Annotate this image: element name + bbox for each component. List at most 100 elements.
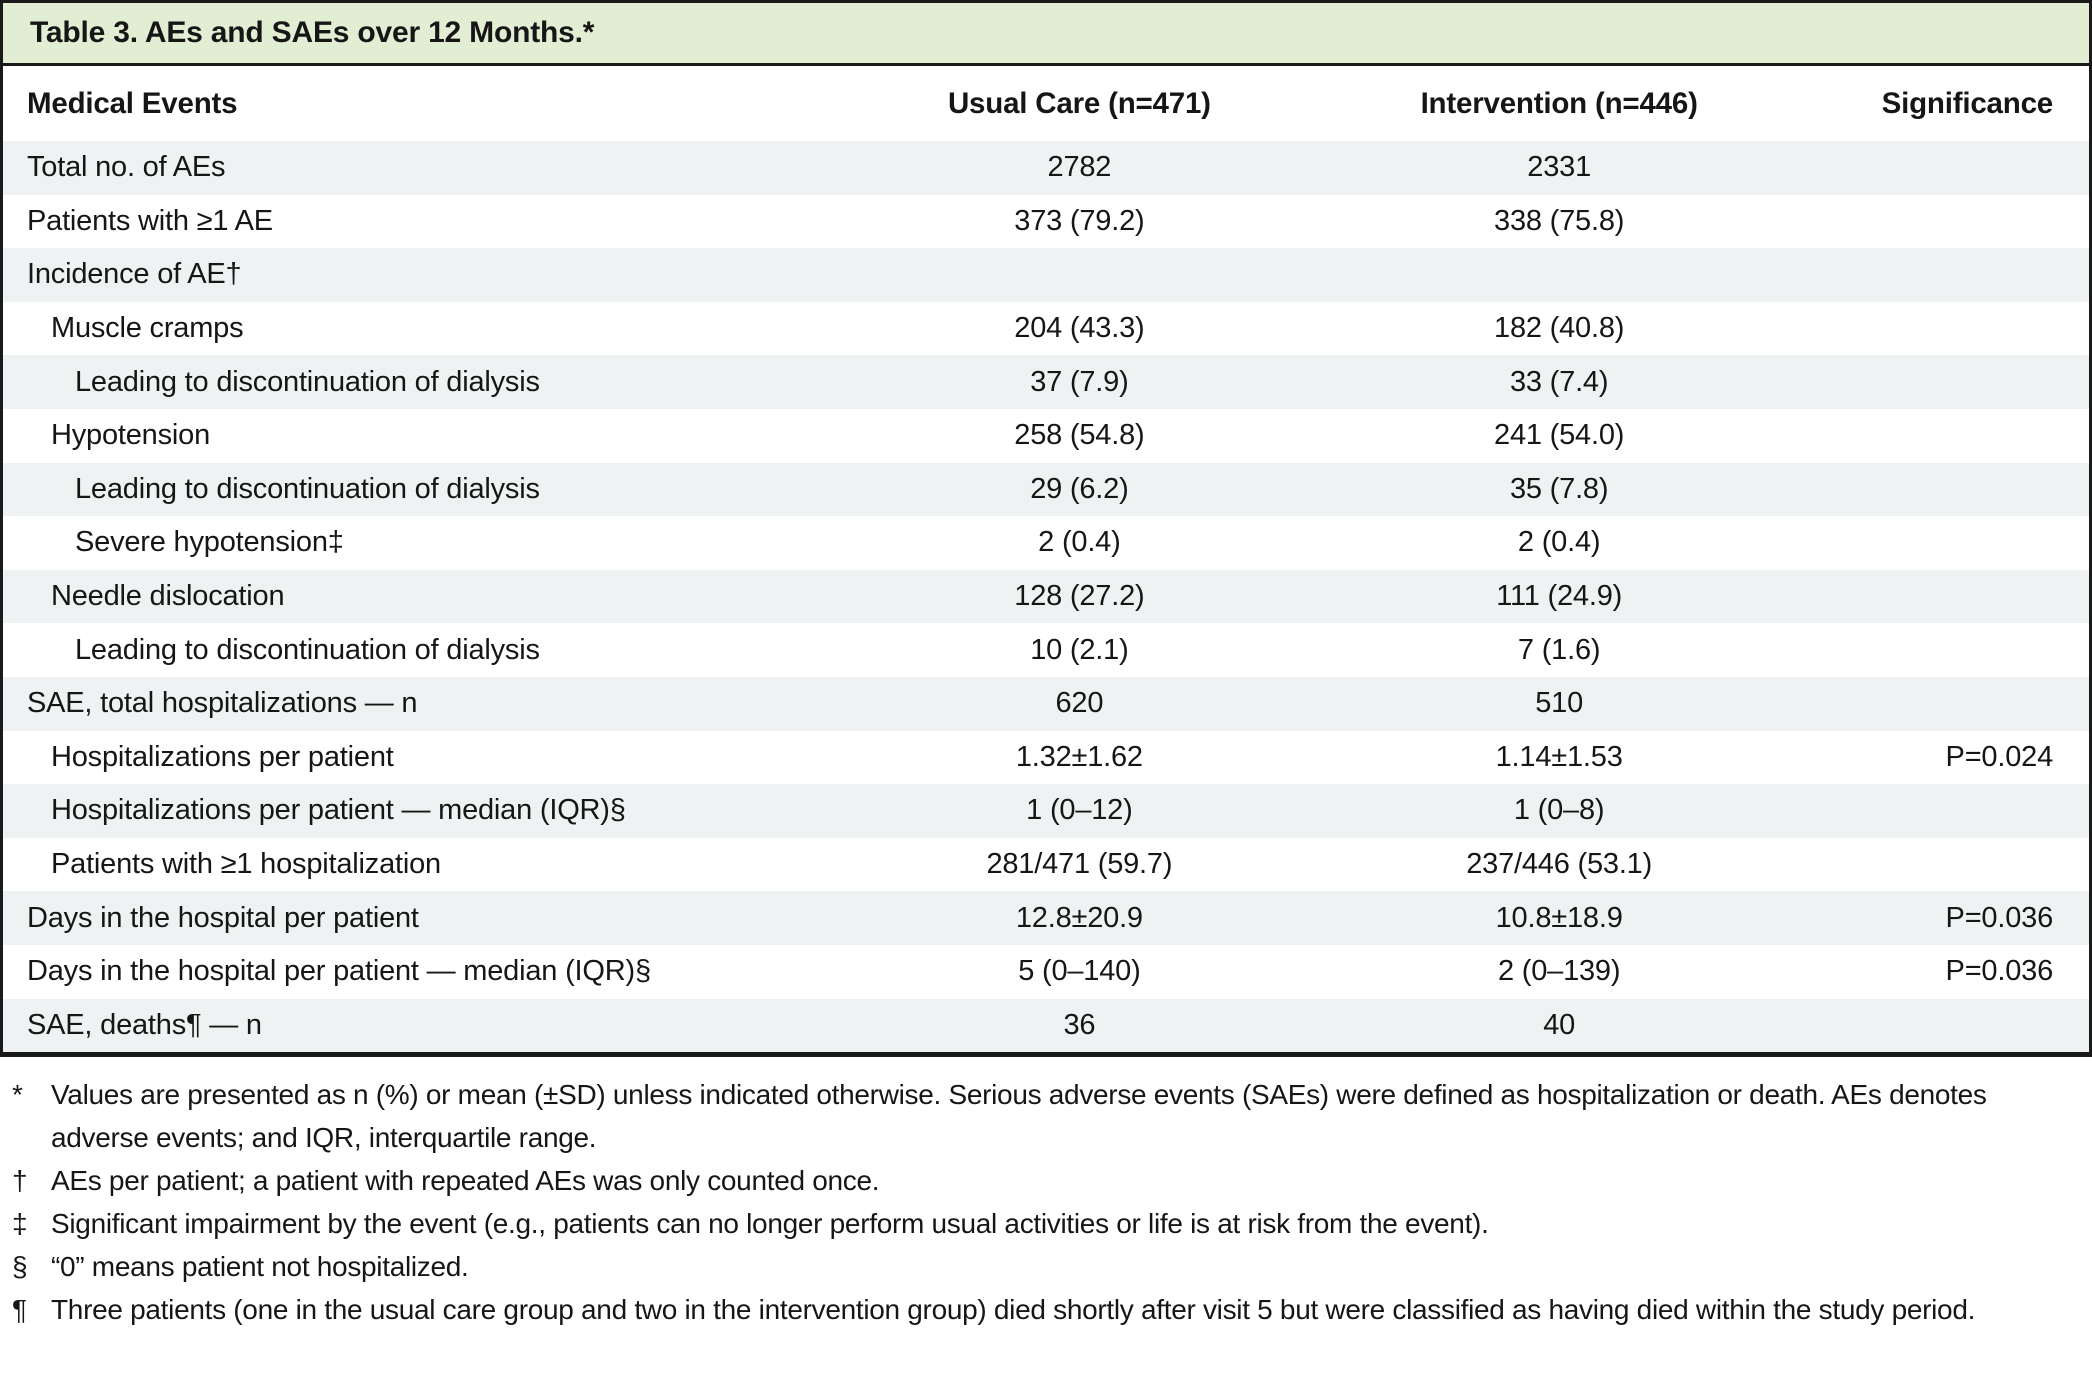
usual-care-value: 5 (0–140) xyxy=(858,944,1301,999)
usual-care-value: 29 (6.2) xyxy=(858,462,1301,517)
usual-care-value: 258 (54.8) xyxy=(858,408,1301,463)
footnote-marker: ¶ xyxy=(12,1294,27,1326)
significance-value xyxy=(1817,248,2089,302)
significance-value xyxy=(1817,998,2089,1053)
footnote-text: Three patients (one in the usual care gr… xyxy=(51,1294,1976,1326)
row-label: Muscle cramps xyxy=(3,301,859,356)
footnote-marker: * xyxy=(12,1079,23,1111)
table-row: Total no. of AEs 2782 2331 xyxy=(3,141,2089,195)
intervention-value: 10.8±18.9 xyxy=(1300,891,1818,945)
intervention-value: 111 (24.9) xyxy=(1300,569,1818,624)
table-row: Patients with ≥1 AE 373 (79.2) 338 (75.8) xyxy=(3,194,2089,249)
significance-value: P=0.024 xyxy=(1817,730,2089,785)
table-row: Leading to discontinuation of dialysis 37… xyxy=(3,355,2089,409)
intervention-value xyxy=(1300,248,1818,302)
intervention-value: 7 (1.6) xyxy=(1300,623,1818,677)
usual-care-value: 1 (0–12) xyxy=(858,784,1301,838)
usual-care-value: 36 xyxy=(858,998,1301,1053)
usual-care-value: 373 (79.2) xyxy=(858,194,1301,249)
header-medical-events: Medical Events xyxy=(3,66,859,141)
significance-value xyxy=(1817,784,2089,838)
table-title: Table 3. AEs and SAEs over 12 Months.* xyxy=(30,16,595,49)
footnote-marker: ‡ xyxy=(12,1208,28,1240)
intervention-value: 1 (0–8) xyxy=(1300,784,1818,838)
intervention-value: 338 (75.8) xyxy=(1300,194,1818,249)
table-row: Days in the hospital per patient — media… xyxy=(3,944,2089,999)
row-label: Leading to discontinuation of dialysis xyxy=(3,623,859,677)
footnote-marker: § xyxy=(12,1251,28,1283)
significance-value xyxy=(1817,569,2089,624)
footnote-text: “0” means patient not hospitalized. xyxy=(51,1251,469,1283)
table-body: Total no. of AEs 2782 2331 Patients with ≥1… xyxy=(3,141,2089,1053)
row-label: Days in the hospital per patient — media… xyxy=(3,944,859,999)
significance-value xyxy=(1817,408,2089,463)
usual-care-value: 1.32±1.62 xyxy=(858,730,1301,785)
significance-value xyxy=(1817,516,2089,570)
significance-value xyxy=(1817,837,2089,892)
footnote-text: Significant impairment by the event (e.g… xyxy=(51,1208,1489,1240)
table-panel: Table 3. AEs and SAEs over 12 Months.* M… xyxy=(0,0,2092,1058)
usual-care-value: 10 (2.1) xyxy=(858,623,1301,677)
table-row: Leading to discontinuation of dialysis 10… xyxy=(3,623,2089,677)
footnotes: * Values are presented as n (%) or mean (… xyxy=(0,1057,2092,1331)
header-usual-care: Usual Care (n=471) xyxy=(858,66,1301,141)
significance-value xyxy=(1817,194,2089,249)
table-row: Hospitalizations per patient — median (I… xyxy=(3,784,2089,838)
row-label: Patients with ≥1 hospitalization xyxy=(3,837,859,892)
significance-value: P=0.036 xyxy=(1817,891,2089,945)
significance-value xyxy=(1817,355,2089,409)
footnote: † AEs per patient; a patient with repeate… xyxy=(6,1159,2086,1202)
row-label: Incidence of AE† xyxy=(3,248,859,302)
footnote: § “0” means patient not hospitalized. xyxy=(6,1245,2086,1288)
significance-value xyxy=(1817,141,2089,195)
row-label: SAE, total hospitalizations — n xyxy=(3,676,859,731)
header-row: Medical Events Usual Care (n=471) Interv… xyxy=(3,66,2089,141)
row-label: Leading to discontinuation of dialysis xyxy=(3,355,859,409)
table-row: Days in the hospital per patient 12.8±20.… xyxy=(3,891,2089,945)
table-row: Severe hypotension‡ 2 (0.4) 2 (0.4) xyxy=(3,516,2089,570)
intervention-value: 35 (7.8) xyxy=(1300,462,1818,517)
table-title-bar: Table 3. AEs and SAEs over 12 Months.* xyxy=(3,3,2089,66)
usual-care-value: 2 (0.4) xyxy=(858,516,1301,570)
significance-value xyxy=(1817,676,2089,731)
intervention-value: 33 (7.4) xyxy=(1300,355,1818,409)
row-label: Days in the hospital per patient xyxy=(3,891,859,945)
row-label: Needle dislocation xyxy=(3,569,859,624)
usual-care-value xyxy=(858,248,1301,302)
row-label: Hospitalizations per patient — median (I… xyxy=(3,784,859,838)
footnote: * Values are presented as n (%) or mean (… xyxy=(6,1073,2086,1159)
intervention-value: 510 xyxy=(1300,676,1818,731)
table-row: Patients with ≥1 hospitalization 281/471 … xyxy=(3,837,2089,892)
table-row: Leading to discontinuation of dialysis 29… xyxy=(3,462,2089,517)
table-row: SAE, total hospitalizations — n 620 510 xyxy=(3,676,2089,731)
row-label: Total no. of AEs xyxy=(3,141,859,195)
row-label: Leading to discontinuation of dialysis xyxy=(3,462,859,517)
usual-care-value: 2782 xyxy=(858,141,1301,195)
intervention-value: 237/446 (53.1) xyxy=(1300,837,1818,892)
intervention-value: 241 (54.0) xyxy=(1300,408,1818,463)
header-significance: Significance xyxy=(1817,66,2089,141)
significance-value xyxy=(1817,301,2089,356)
table-row: Hypotension 258 (54.8) 241 (54.0) xyxy=(3,408,2089,463)
usual-care-value: 281/471 (59.7) xyxy=(858,837,1301,892)
row-label: SAE, deaths¶ — n xyxy=(3,998,859,1053)
footnote-text: Values are presented as n (%) or mean (±… xyxy=(51,1079,1987,1154)
aes-saes-table: Medical Events Usual Care (n=471) Interv… xyxy=(3,66,2089,1053)
table-row: Muscle cramps 204 (43.3) 182 (40.8) xyxy=(3,301,2089,356)
table-row: SAE, deaths¶ — n 36 40 xyxy=(3,998,2089,1053)
usual-care-value: 204 (43.3) xyxy=(858,301,1301,356)
table-row: Needle dislocation 128 (27.2) 111 (24.9) xyxy=(3,569,2089,624)
intervention-value: 2331 xyxy=(1300,141,1818,195)
footnote: ¶ Three patients (one in the usual care g… xyxy=(6,1288,2086,1331)
table-row: Hospitalizations per patient 1.32±1.62 1.1… xyxy=(3,730,2089,785)
footnote: ‡ Significant impairment by the event (e.… xyxy=(6,1202,2086,1245)
usual-care-value: 128 (27.2) xyxy=(858,569,1301,624)
intervention-value: 2 (0–139) xyxy=(1300,944,1818,999)
usual-care-value: 620 xyxy=(858,676,1301,731)
row-label: Hypotension xyxy=(3,408,859,463)
intervention-value: 2 (0.4) xyxy=(1300,516,1818,570)
significance-value xyxy=(1817,462,2089,517)
table-header: Medical Events Usual Care (n=471) Interv… xyxy=(3,66,2089,141)
intervention-value: 40 xyxy=(1300,998,1818,1053)
row-label: Hospitalizations per patient xyxy=(3,730,859,785)
